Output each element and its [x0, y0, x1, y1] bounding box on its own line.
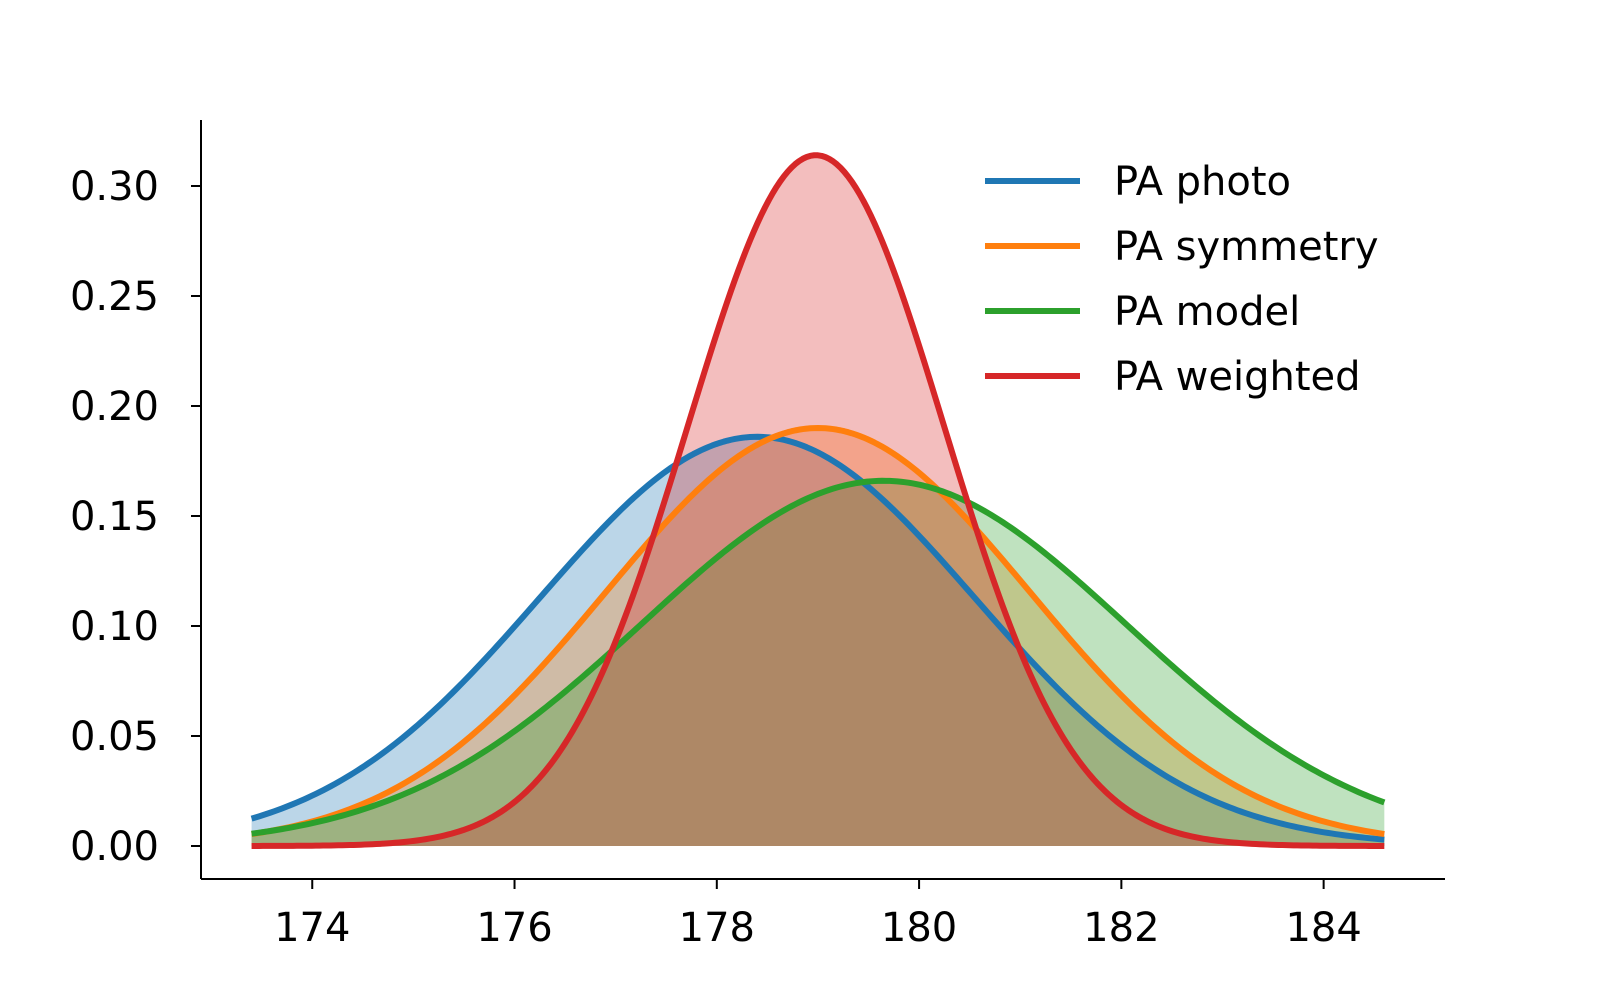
- legend-label-pa-photo: PA photo: [1114, 159, 1291, 205]
- y-tick-label: 0.10: [70, 604, 159, 650]
- y-tick-label: 0.25: [70, 274, 159, 320]
- legend: PA photo PA symmetry PA model PA weighted: [985, 159, 1379, 400]
- series-fills: [251, 155, 1385, 846]
- y-tick-label: 0.30: [70, 164, 159, 210]
- series-fill-pa-model: [251, 480, 1385, 846]
- series-line-pa-model: [251, 477, 1386, 837]
- series-lines: [250, 152, 1386, 849]
- series-fill-pa-symmetry: [251, 428, 1385, 846]
- x-tick-label: 174: [274, 905, 350, 951]
- x-axis-ticks: 174 176 178 180 182 184: [274, 879, 1362, 951]
- series-fill-pa-photo: [251, 436, 1385, 846]
- x-tick-label: 180: [881, 905, 957, 951]
- series-line-pa-photo: [250, 433, 1385, 843]
- x-tick-label: 176: [476, 905, 552, 951]
- legend-label-pa-weighted: PA weighted: [1114, 354, 1361, 400]
- legend-label-pa-symmetry: PA symmetry: [1114, 224, 1379, 270]
- x-tick-label: 182: [1083, 905, 1159, 951]
- series-fill-pa-weighted: [251, 155, 1385, 846]
- y-axis-ticks: 0.00 0.05 0.10 0.15 0.20 0.25 0.30: [70, 164, 201, 870]
- x-tick-label: 178: [679, 905, 755, 951]
- series-line-pa-symmetry: [251, 425, 1385, 838]
- y-tick-label: 0.00: [70, 824, 159, 870]
- x-tick-label: 184: [1285, 905, 1361, 951]
- y-tick-label: 0.05: [70, 714, 159, 760]
- y-tick-label: 0.15: [70, 494, 159, 540]
- series-line-pa-weighted: [251, 152, 1385, 849]
- y-tick-label: 0.20: [70, 384, 159, 430]
- legend-label-pa-model: PA model: [1114, 289, 1300, 335]
